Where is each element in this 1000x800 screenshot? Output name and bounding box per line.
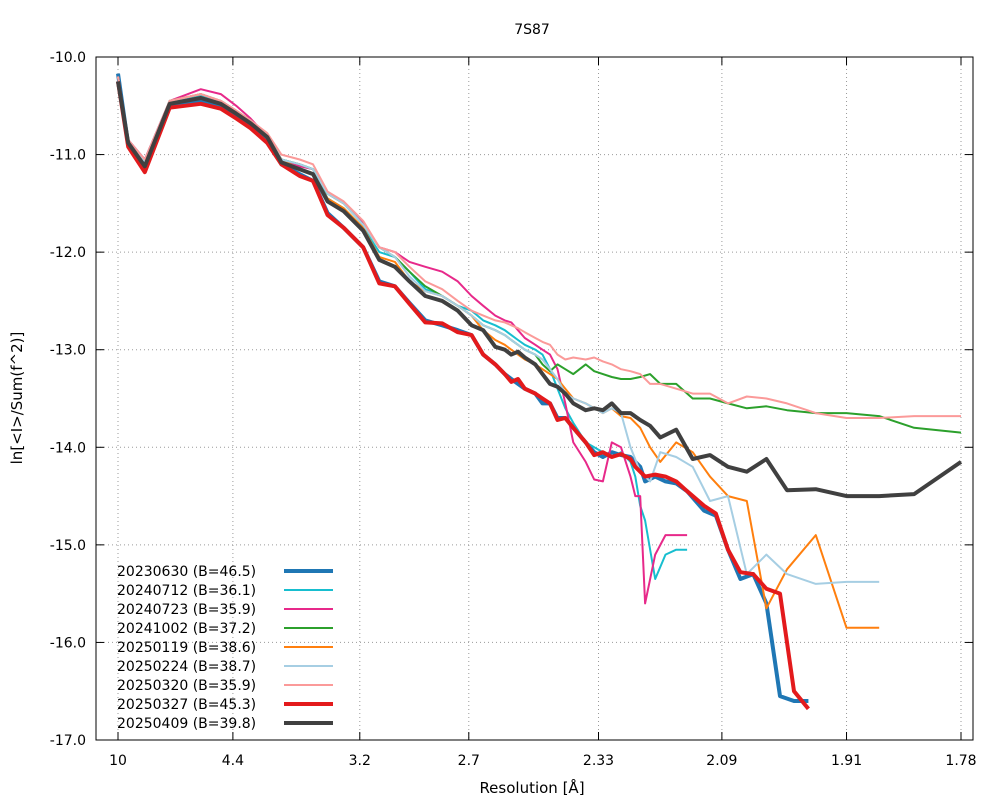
x-tick-label: 2.7 [458, 753, 480, 769]
y-tick-label: -17.0 [50, 733, 86, 749]
y-tick-label: -15.0 [50, 538, 86, 554]
x-tick-label: 2.09 [706, 753, 737, 769]
legend-label: 20250320 (B=35.9) [117, 678, 256, 694]
x-tick-label: 3.2 [349, 753, 371, 769]
x-axis-title: Resolution [Å] [479, 778, 584, 797]
x-tick-label: 1.91 [831, 753, 862, 769]
y-axis-title: ln[<I>/Sum(f^2)] [8, 332, 26, 465]
plot-series [116, 73, 963, 711]
y-tick-label: -12.0 [50, 245, 86, 261]
y-tick-label: -14.0 [50, 440, 86, 456]
y-tick-label: -16.0 [50, 635, 86, 651]
x-tick-label: 10 [109, 753, 127, 769]
legend-label: 20250409 (B=39.8) [117, 716, 256, 732]
x-tick-label: 2.33 [583, 753, 614, 769]
legend: 20230630 (B=46.5) 20240712 (B=36.1) 202407… [117, 564, 333, 732]
series-line-9 [116, 81, 963, 499]
x-tick-label: 1.78 [945, 753, 976, 769]
series-line-7 [117, 76, 961, 419]
y-tick-label: -13.0 [50, 343, 86, 359]
y-tick-label: -10.0 [50, 50, 86, 66]
legend-label: 20240723 (B=35.9) [117, 602, 256, 618]
plot-frame [95, 56, 974, 741]
legend-label: 20241002 (B=37.2) [117, 621, 256, 637]
legend-label: 20250327 (B=45.3) [117, 697, 256, 713]
legend-label: 20250224 (B=38.7) [117, 659, 256, 675]
legend-label: 20230630 (B=46.5) [117, 564, 256, 580]
legend-label: 20240712 (B=36.1) [117, 583, 256, 599]
chart-title: 7S87 [514, 22, 550, 38]
y-tick-label: -11.0 [50, 148, 86, 164]
series-line-8 [116, 81, 810, 711]
axis-ticks: -10.0 -11.0 -12.0 -13.0 -14.0 -15.0 -16.0 -17.0… [50, 50, 977, 769]
x-tick-label: 4.4 [222, 753, 244, 769]
legend-label: 20250119 (B=38.6) [117, 640, 256, 656]
